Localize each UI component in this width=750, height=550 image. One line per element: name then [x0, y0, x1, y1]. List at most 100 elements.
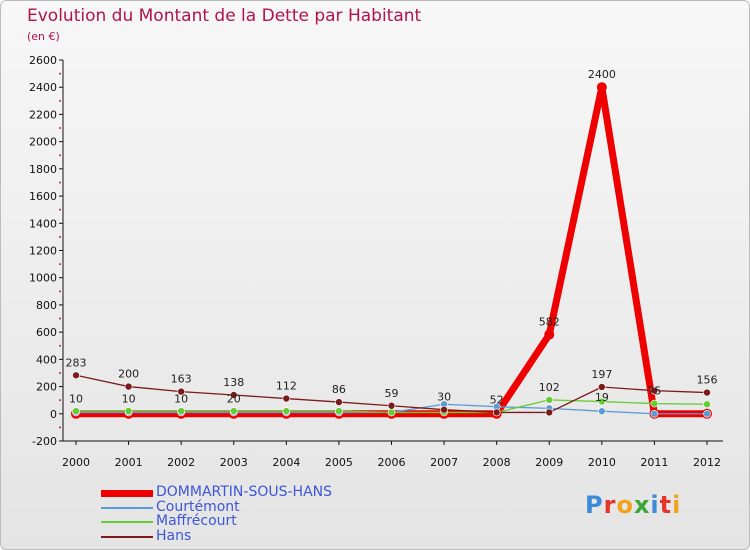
y-minor-dot: [59, 208, 61, 211]
y-tick-label: 0: [50, 408, 57, 421]
logo-letter: i: [672, 491, 682, 519]
y-minor-dot: [59, 235, 61, 238]
series-point: [650, 409, 659, 418]
series-point: [492, 408, 501, 417]
x-tick-label: 2005: [325, 456, 353, 469]
data-label: 10: [174, 392, 188, 405]
data-label: 582: [539, 316, 560, 329]
series-point: [124, 382, 133, 391]
data-label: 30: [437, 391, 451, 404]
y-tick-label: 1600: [29, 190, 57, 203]
axes: -200 0 200 400 600 800 1000 1200 1400 1600 1800 200…: [29, 54, 723, 469]
series-point: [598, 383, 606, 391]
data-label: 52: [490, 393, 504, 406]
data-label: 102: [539, 381, 560, 394]
data-label: 2400: [588, 68, 616, 81]
series-point: [124, 407, 133, 415]
y-tick-label: 2000: [29, 136, 57, 149]
y-tick-label: 2600: [29, 54, 57, 67]
x-tick-label: 2008: [483, 456, 511, 469]
y-tick-label: 1400: [29, 217, 57, 230]
y-tick-label: 800: [36, 299, 57, 312]
series-point: [72, 407, 80, 415]
data-label: 163: [171, 373, 192, 386]
series-point: [545, 408, 554, 417]
data-label: 138: [223, 376, 244, 389]
y-minor-dot: [59, 127, 61, 130]
series-point: [703, 388, 711, 397]
series-point: [282, 394, 291, 403]
series-point: [650, 399, 659, 408]
y-minor-dot: [59, 426, 61, 429]
series-point: [545, 396, 554, 404]
series-point: [387, 401, 396, 410]
x-tick-label: 2001: [115, 456, 143, 469]
series-point: [596, 82, 607, 93]
series-point: [703, 409, 711, 418]
x-tick-label: 2009: [535, 456, 563, 469]
y-tick-label: -200: [32, 435, 57, 448]
data-label: 10: [122, 392, 136, 405]
series-point: [650, 386, 659, 395]
series-point: [335, 407, 343, 415]
x-tick-label: 2012: [693, 456, 721, 469]
y-minor-dot: [59, 263, 61, 266]
y-tick-label: 1800: [29, 163, 57, 176]
y-minor-dot: [59, 154, 61, 157]
legend-label: Hans: [156, 527, 192, 544]
logo-letter: i: [650, 491, 660, 519]
data-label: 59: [385, 387, 399, 400]
logo-letter: o: [616, 491, 634, 519]
series-point: [440, 405, 448, 414]
y-minor-dot: [59, 99, 61, 102]
y-minor-dot: [59, 371, 61, 374]
series-point: [544, 329, 555, 340]
y-tick-label: 400: [36, 353, 57, 366]
series-point: [229, 391, 238, 399]
y-minor-dot: [59, 317, 61, 320]
legend-label: DOMMARTIN-SOUS-HANS: [156, 484, 333, 500]
y-minor-dot: [59, 344, 61, 347]
data-label: 86: [332, 383, 346, 396]
logo-letter: x: [633, 491, 651, 519]
legend-swatch: [101, 506, 153, 509]
series-point: [598, 397, 606, 406]
x-tick-label: 2011: [640, 456, 668, 469]
x-tick-label: 2004: [272, 456, 300, 469]
y-tick-label: 200: [36, 381, 57, 394]
series-point: [177, 387, 185, 396]
data-label: 197: [591, 368, 612, 381]
data-label: 112: [276, 380, 297, 393]
data-label: 19: [595, 391, 609, 404]
x-tick-label: 2003: [220, 456, 248, 469]
legend-swatch: [101, 490, 153, 497]
x-tick-label: 2002: [167, 456, 195, 469]
series-layer: [71, 82, 712, 419]
x-tick-label: 2010: [588, 456, 616, 469]
y-tick-label: 2200: [29, 108, 57, 121]
y-tick-label: 2400: [29, 81, 57, 94]
data-labels: 582 2400 10 10 10 20 19 102 75 283 200 163 138 112 86 5…: [66, 68, 718, 406]
series-point: [387, 408, 396, 417]
x-tick-label: 2000: [62, 456, 90, 469]
legend-swatch: [101, 535, 153, 538]
data-label: 10: [69, 392, 83, 405]
x-tick-label: 2007: [430, 456, 458, 469]
series-line: [72, 83, 711, 418]
series-point: [335, 398, 343, 406]
data-label: 75: [647, 385, 661, 398]
logo-letter: P: [585, 491, 604, 519]
y-minor-dot: [59, 72, 61, 75]
y-tick-label: 600: [36, 326, 57, 339]
series-point: [177, 407, 185, 415]
data-label: 156: [697, 374, 718, 387]
logo-letter: r: [603, 491, 617, 519]
series-point: [598, 407, 606, 416]
logo-letter: t: [659, 491, 673, 519]
series-point: [229, 407, 238, 415]
y-minor-dot: [59, 290, 61, 293]
series-point: [703, 400, 711, 409]
data-label: 283: [66, 356, 87, 369]
